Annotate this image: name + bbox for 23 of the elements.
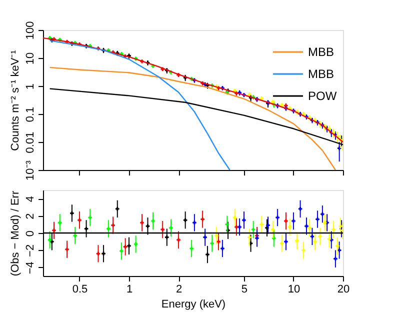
x-tick-label: 0.5 — [72, 284, 88, 296]
y-tick-label: 0.1 — [24, 106, 36, 122]
y-tick-label: −4 — [24, 262, 36, 274]
y-tick-label: 10⁻³ — [24, 160, 36, 180]
y-tick-label: 100 — [24, 21, 36, 40]
x-tick-label: 5 — [241, 284, 248, 296]
y-tick-label: 0 — [24, 230, 36, 237]
x-tick-label: 10 — [288, 284, 300, 296]
x-tick-label: 1 — [126, 284, 133, 296]
legend-label: MBB — [308, 67, 334, 81]
y-tick-label: 0.01 — [24, 132, 36, 154]
y-tick-label: 2 — [24, 213, 36, 220]
y-tick-label: −2 — [24, 244, 36, 257]
y-tick-label: 1 — [24, 83, 36, 90]
x-tick-label: 20 — [337, 284, 350, 296]
legend-label: POW — [308, 89, 338, 103]
legend-label: MBB — [308, 45, 334, 59]
y-tick-label: 4 — [24, 196, 36, 202]
x-axis-title: Energy (keV) — [161, 298, 226, 310]
y-tick-label: 10 — [24, 52, 36, 65]
y-axis-title: (Obs − Mod) / Err — [10, 190, 22, 276]
y-axis-title: Counts m⁻² s⁻¹ keV⁻¹ — [10, 50, 22, 151]
x-tick-label: 2 — [176, 284, 182, 296]
